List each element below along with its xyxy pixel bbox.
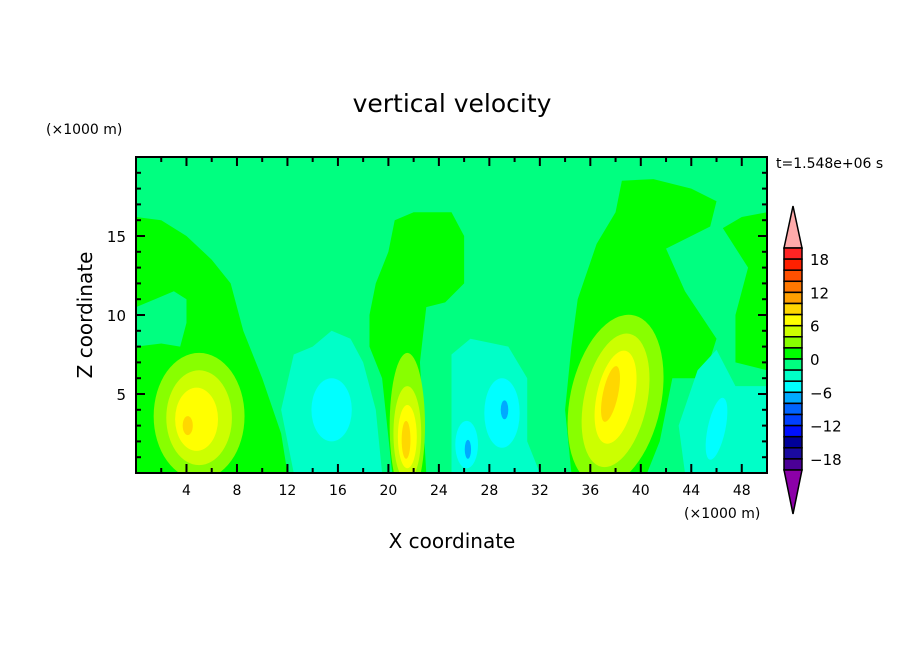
x-tick-label: 36 xyxy=(581,483,599,499)
contour-blob xyxy=(182,416,193,436)
colorbar-label: −6 xyxy=(810,384,832,402)
colorbar-box xyxy=(783,291,803,305)
plot-area xyxy=(136,157,767,473)
colorbar-box xyxy=(783,458,803,471)
x-units-label: (×1000 m) xyxy=(684,506,760,522)
colorbar-under-triangle xyxy=(783,469,803,515)
colorbar-box xyxy=(783,424,803,438)
colorbar-box xyxy=(783,391,803,405)
x-tick-label: 12 xyxy=(279,483,297,499)
colorbar-label: 18 xyxy=(810,251,829,269)
x-tick-label: 28 xyxy=(480,483,498,499)
contour-blob xyxy=(401,420,411,459)
colorbar-box xyxy=(783,269,803,283)
colorbar-box xyxy=(783,347,803,360)
colorbar-label: 0 xyxy=(810,351,820,369)
colorbar-over-triangle xyxy=(783,205,803,249)
contour-region xyxy=(722,212,767,371)
colorbar-box xyxy=(783,324,803,338)
colorbar-box xyxy=(783,447,803,460)
contour-blob xyxy=(500,400,509,420)
colorbar-label: 6 xyxy=(810,318,820,336)
contour-blob xyxy=(464,439,472,459)
colorbar-box xyxy=(783,258,803,271)
chart-title: vertical velocity xyxy=(353,89,552,118)
colorbar-box xyxy=(783,402,803,416)
x-tick-label: 8 xyxy=(232,483,241,499)
x-tick-label: 40 xyxy=(632,483,650,499)
x-tick-label: 48 xyxy=(733,483,751,499)
time-label: t=1.548e+06 s xyxy=(776,156,883,172)
colorbar-box xyxy=(783,247,803,260)
y-tick-label: 15 xyxy=(107,228,126,246)
colorbar-box xyxy=(783,380,803,394)
contour-blob xyxy=(311,378,352,442)
colorbar-label: 12 xyxy=(810,284,829,302)
y-tick-label: 10 xyxy=(107,307,126,325)
contour-blob xyxy=(705,397,728,460)
colorbar-box xyxy=(783,413,803,427)
colorbar-label: −12 xyxy=(810,418,842,436)
colorbar-box xyxy=(783,313,803,327)
contour-region xyxy=(136,291,187,347)
x-tick-label: 32 xyxy=(531,483,549,499)
y-axis-label: Z coordinate xyxy=(73,252,97,379)
x-tick-label: 16 xyxy=(329,483,347,499)
colorbar-box xyxy=(783,435,803,449)
colorbar-box xyxy=(783,302,803,316)
x-tick-label: 44 xyxy=(682,483,700,499)
colorbar: 18 12 6 0 −6 −12 −18 xyxy=(783,205,842,515)
contour-blob xyxy=(601,366,620,422)
contour-blob xyxy=(175,387,219,451)
y-units-label: (×1000 m) xyxy=(46,122,122,138)
x-axis-label: X coordinate xyxy=(389,529,516,553)
colorbar-box xyxy=(783,369,803,382)
x-tick-label: 24 xyxy=(430,483,448,499)
y-tick-label: 5 xyxy=(116,386,126,404)
colorbar-box xyxy=(783,358,803,371)
colorbar-box xyxy=(783,280,803,294)
colorbar-label: −18 xyxy=(810,451,842,469)
colorbar-box xyxy=(783,336,803,349)
x-tick-label: 4 xyxy=(182,483,191,499)
x-tick-label: 20 xyxy=(379,483,397,499)
